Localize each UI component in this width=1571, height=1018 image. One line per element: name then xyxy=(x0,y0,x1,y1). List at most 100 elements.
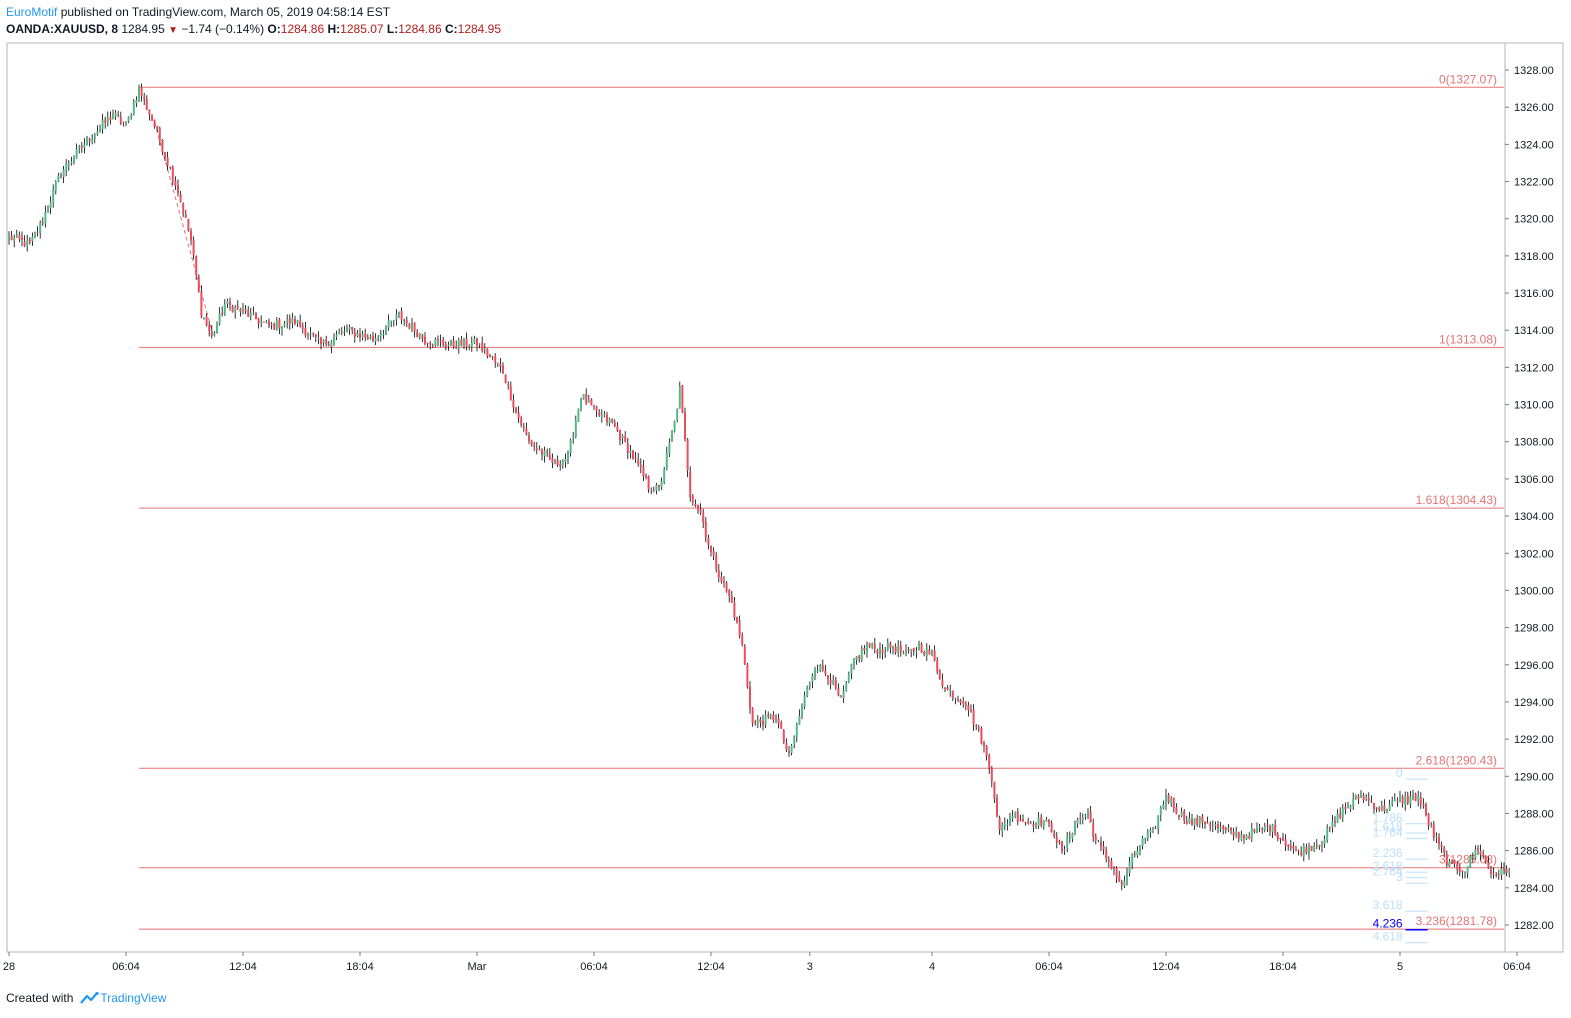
candle xyxy=(962,696,965,708)
candle-body xyxy=(827,675,829,680)
candle xyxy=(54,180,57,195)
candle xyxy=(764,710,767,729)
candle-body xyxy=(130,114,133,117)
candle xyxy=(712,547,715,561)
author-link[interactable]: EuroMotif xyxy=(6,5,58,19)
close-label: C: xyxy=(444,22,458,36)
candle-body xyxy=(80,145,83,148)
candle-body xyxy=(1466,866,1469,874)
candle xyxy=(353,327,356,343)
candle-body xyxy=(941,679,944,687)
candle-body xyxy=(299,320,302,327)
candle xyxy=(931,649,933,657)
candle-body xyxy=(515,407,517,413)
candle xyxy=(382,329,385,340)
candle xyxy=(1068,831,1071,844)
candle xyxy=(551,453,554,469)
time-axis[interactable]: 28 06:04 12:04 18:04 Mar 06:04 12:04 3 4 06:04 12:… xyxy=(3,951,1531,973)
candle-body xyxy=(988,755,991,768)
candle xyxy=(296,319,299,328)
candle xyxy=(463,337,465,349)
candle xyxy=(1438,833,1440,850)
candle-body xyxy=(1438,837,1440,844)
candle-body xyxy=(1409,796,1412,805)
candle xyxy=(31,232,34,246)
candle xyxy=(327,340,330,347)
candle xyxy=(93,132,96,144)
candle-body xyxy=(626,442,629,454)
fib-small-level-label: 2.618 xyxy=(1373,859,1403,873)
candle xyxy=(717,564,720,583)
candle xyxy=(512,394,515,413)
candle-body xyxy=(1477,847,1479,850)
candle xyxy=(819,663,822,673)
candle xyxy=(1024,821,1027,826)
candle-body xyxy=(1490,869,1492,874)
candle-body xyxy=(811,675,814,683)
candle-body xyxy=(1206,822,1209,824)
candle xyxy=(481,336,484,353)
candle-body xyxy=(439,340,442,342)
candle-body xyxy=(538,449,541,451)
candle-body xyxy=(1339,813,1342,818)
trend-line-segment[interactable] xyxy=(154,121,213,331)
candle xyxy=(1256,822,1258,834)
tradingview-brand[interactable]: TradingView xyxy=(76,991,166,1005)
candle-body xyxy=(387,320,390,328)
candle-body xyxy=(379,333,382,337)
ohlc-legend: OANDA:XAUUSD, 8 1284.95 ▼ −1.74 (−0.14%)… xyxy=(6,22,501,38)
candle xyxy=(1349,804,1352,813)
candle xyxy=(322,339,325,347)
candle-body xyxy=(1430,825,1433,827)
fib-extension-primary[interactable]: 0(1327.07) 1(1313.08) 1.618(1304.43) 2.618(… xyxy=(139,72,1504,930)
candle-body xyxy=(179,194,182,202)
candle-body xyxy=(600,415,603,418)
candle-body xyxy=(689,471,692,498)
candle-body xyxy=(1040,817,1043,826)
candle xyxy=(135,96,138,108)
candle xyxy=(153,119,156,129)
candle-body xyxy=(1219,826,1222,829)
candle xyxy=(1487,856,1490,870)
candle xyxy=(1243,834,1245,845)
candle xyxy=(499,357,502,373)
candle-body xyxy=(125,122,127,124)
candle-body xyxy=(847,674,850,683)
candle-body xyxy=(229,301,231,306)
candle xyxy=(1375,807,1378,813)
candle xyxy=(1159,805,1162,822)
candle xyxy=(977,724,980,732)
candle-body xyxy=(834,679,837,688)
candle-body xyxy=(489,355,491,357)
candle-body xyxy=(353,331,356,337)
candle xyxy=(642,459,645,482)
candle xyxy=(1232,827,1235,841)
candle-body xyxy=(1422,804,1425,806)
candle-body xyxy=(1144,838,1147,840)
candle xyxy=(1162,800,1165,810)
candle-body xyxy=(879,648,881,654)
candle xyxy=(125,121,127,127)
candle xyxy=(629,444,632,459)
candle xyxy=(733,596,736,621)
candle-body xyxy=(88,138,91,142)
candle-body xyxy=(704,521,707,538)
candle-body xyxy=(1492,872,1495,874)
candle-body xyxy=(1081,817,1084,820)
candle-body xyxy=(1432,824,1435,838)
candle-body xyxy=(512,400,515,408)
candle xyxy=(678,381,681,409)
candle-body xyxy=(509,385,512,401)
price-tick-label: 1302.00 xyxy=(1514,548,1554,560)
candle xyxy=(1198,815,1201,828)
candle xyxy=(41,217,44,226)
price-axis[interactable]: 1282.00 1284.00 1286.00 1288.00 1290.00 1292.… xyxy=(1505,65,1554,932)
price-tick-label: 1286.00 xyxy=(1514,846,1554,858)
candle xyxy=(164,151,166,162)
candle xyxy=(1206,816,1209,824)
candle xyxy=(268,318,270,328)
candle xyxy=(884,646,887,658)
trend-line[interactable] xyxy=(154,121,213,331)
